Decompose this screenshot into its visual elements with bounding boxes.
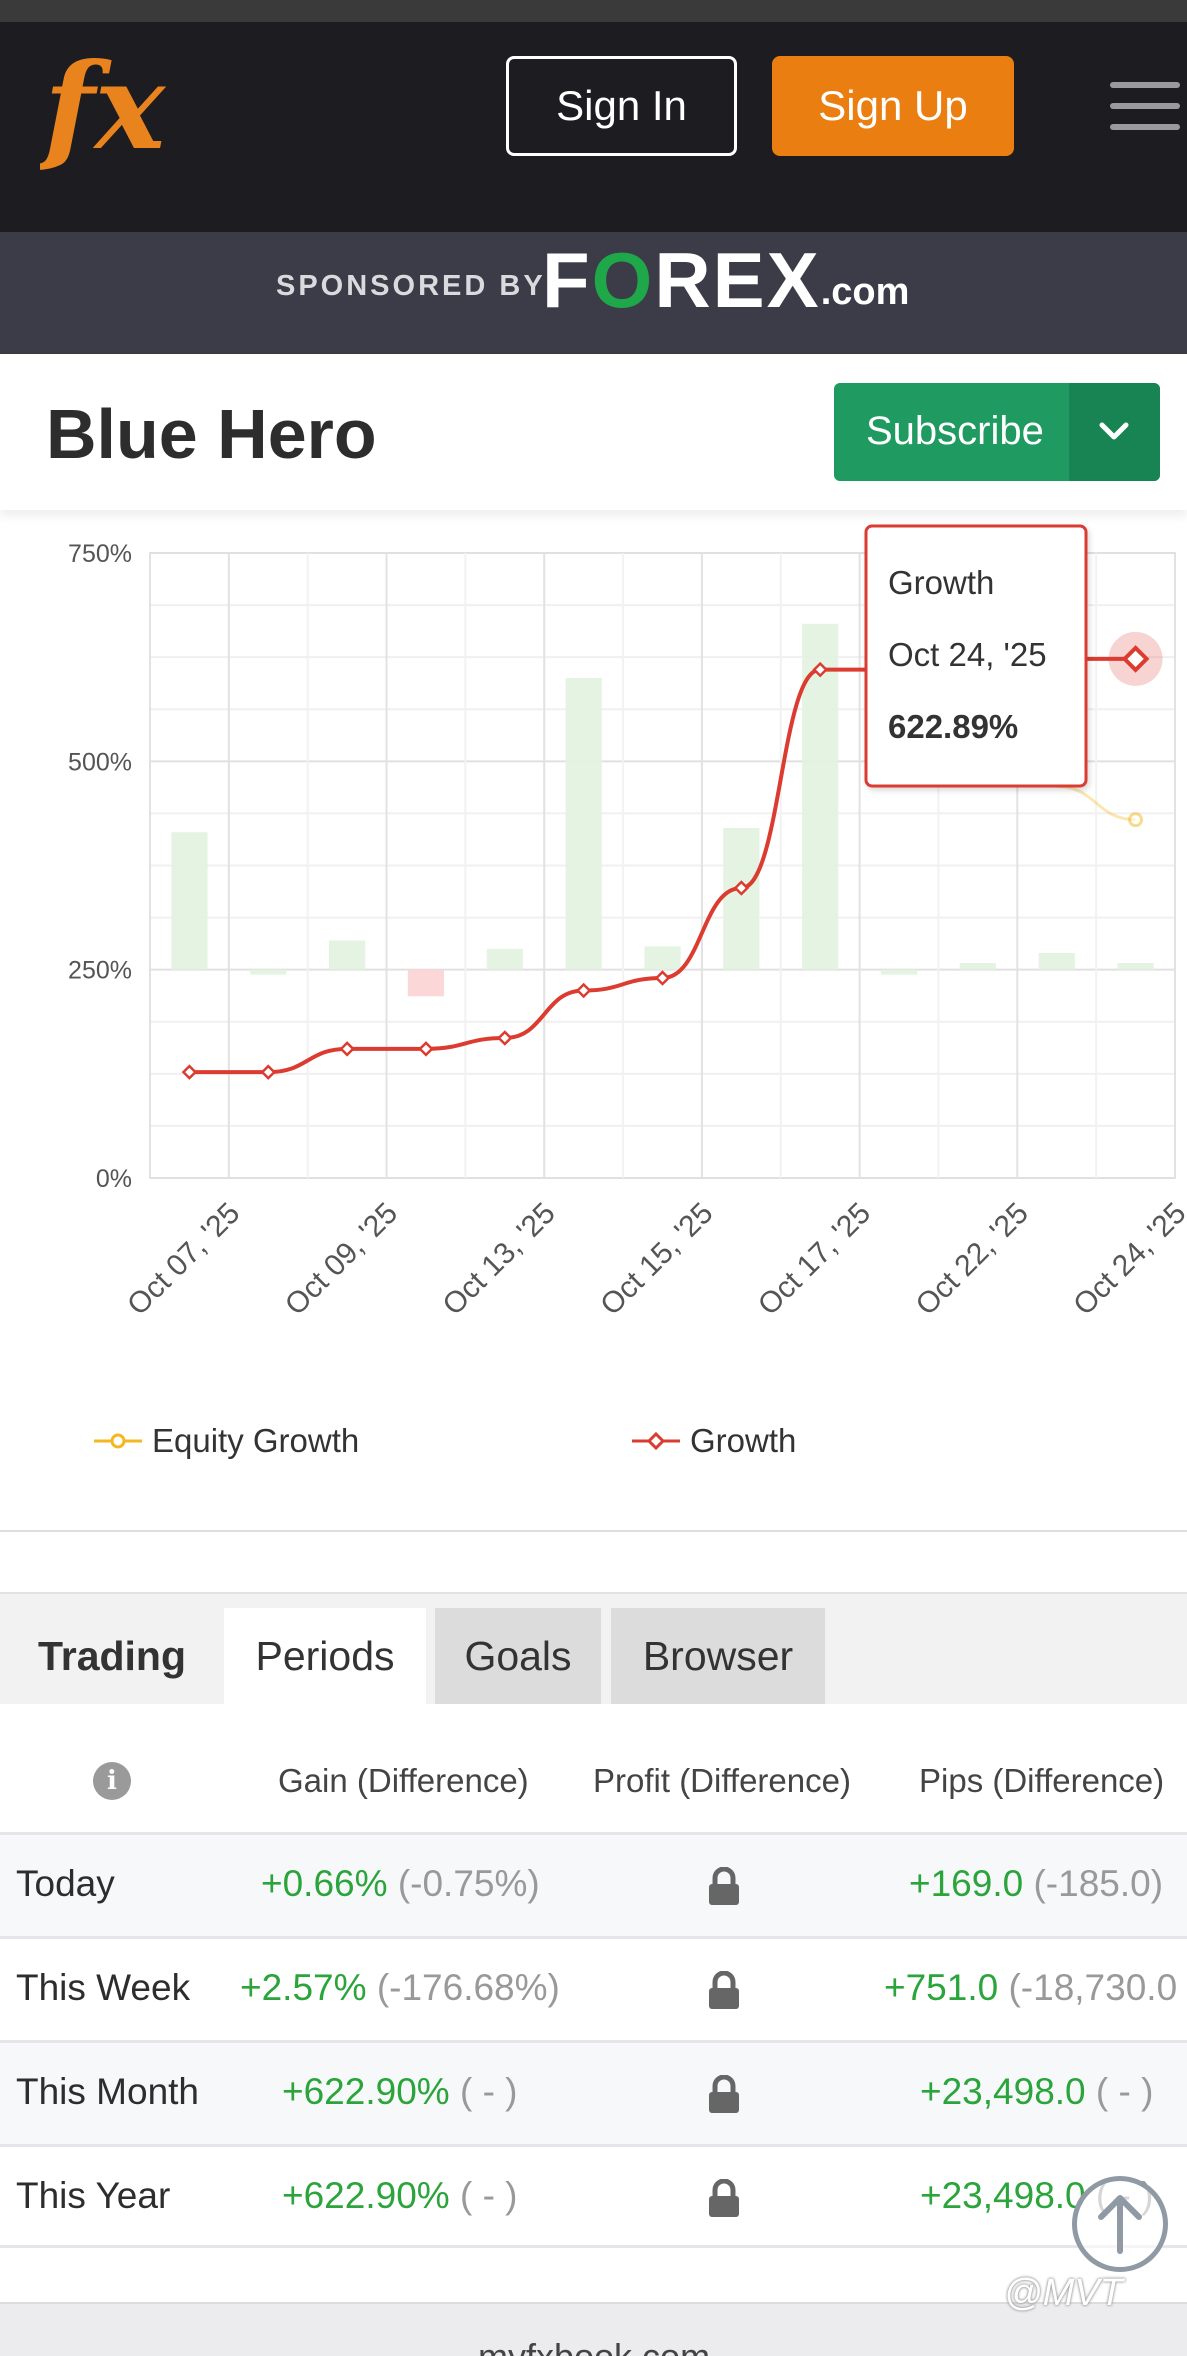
section-divider	[0, 1530, 1187, 1532]
tab-trading[interactable]: Trading	[37, 1632, 187, 1679]
subscribe-button[interactable]: Subscribe	[834, 383, 1160, 481]
row-label: This Week	[16, 1967, 191, 2008]
chart-bar	[802, 623, 839, 970]
row-label: Today	[16, 1863, 115, 1904]
watermark: @MVT	[1004, 2272, 1123, 2314]
chart-bar	[1117, 963, 1154, 970]
legend-equity-marker-icon	[94, 1433, 142, 1449]
header-profit: Profit (Difference)	[593, 1762, 851, 1799]
tooltip-title: Growth	[888, 564, 994, 601]
x-tick-label: Oct 09, '25	[279, 1197, 404, 1322]
tab-periods[interactable]: Periods	[224, 1608, 426, 1704]
sign-up-button[interactable]: Sign Up	[772, 56, 1014, 156]
lock-icon	[709, 1867, 739, 1905]
growth-point	[654, 970, 671, 986]
growth-point	[260, 1064, 277, 1080]
header-pips: Pips (Difference)	[919, 1762, 1165, 1799]
sponsored-by-label: SPONSORED BY	[276, 270, 546, 302]
growth-point	[733, 880, 750, 896]
y-tick-label: 750%	[68, 540, 132, 568]
growth-chart[interactable]: 750% 500% 250% 0% Oct 07, '25 Oct 09, '25 Oct…	[0, 520, 1187, 1340]
equity-growth-point	[1128, 812, 1144, 828]
pips-cell: +169.0 (-185.0)	[909, 1863, 1164, 1904]
chart-bar	[565, 678, 602, 970]
x-tick-label: Oct 17, '25	[752, 1197, 877, 1322]
chart-bar	[644, 946, 681, 970]
chart-bar	[328, 940, 366, 970]
footer-site-link[interactable]: myfxbook.com	[478, 2336, 710, 2356]
svg-text:fx: fx	[40, 37, 167, 176]
x-tick-label: Oct 13, '25	[437, 1197, 562, 1322]
growth-point	[575, 982, 592, 999]
arrow-up-icon	[1098, 2195, 1142, 2254]
growth-point	[418, 1041, 434, 1057]
x-tick-label: Oct 22, '25	[910, 1197, 1035, 1322]
footer-bar	[0, 2302, 1187, 2356]
lock-icon	[709, 2075, 739, 2113]
tooltip-value: 622.89%	[888, 708, 1018, 745]
scroll-to-top-button[interactable]	[1072, 2176, 1168, 2272]
y-tick-label: 0%	[96, 1165, 132, 1193]
pips-cell: +751.0 (-18,730.0	[884, 1967, 1178, 2008]
x-tick-label: Oct 24, '25	[1067, 1197, 1187, 1322]
chart-bar	[250, 969, 287, 975]
chart-bar	[880, 969, 918, 975]
y-tick-label: 500%	[68, 748, 132, 776]
pips-cell: +23,498.0 ( - )	[920, 2071, 1154, 2112]
chart-bar	[1038, 953, 1075, 970]
tooltip-date: Oct 24, '25	[888, 636, 1047, 673]
info-icon[interactable]: i	[93, 1762, 131, 1800]
sponsor-banner[interactable]	[0, 232, 1187, 354]
gain-cell: +622.90% ( - )	[282, 2175, 518, 2216]
status-bar	[0, 0, 1187, 22]
row-label: This Month	[16, 2071, 200, 2112]
row-label: This Year	[16, 2175, 171, 2216]
forex-logo[interactable]: F O REX .com	[542, 236, 910, 324]
chart-bar	[959, 963, 997, 970]
chevron-down-icon	[1099, 422, 1129, 440]
chart-bar	[171, 832, 208, 970]
header-gain: Gain (Difference)	[278, 1762, 529, 1799]
table-row: This Month +622.90% ( - ) +23,498.0 ( - …	[0, 2040, 1187, 2144]
chart-bar	[407, 969, 445, 997]
legend-growth[interactable]: Growth	[632, 1422, 796, 1460]
gain-cell: +622.90% ( - )	[282, 2071, 518, 2112]
x-tick-label: Oct 07, '25	[121, 1197, 246, 1322]
chart-bar	[723, 828, 760, 970]
x-tick-label: Oct 15, '25	[594, 1197, 719, 1322]
tooltip-box	[864, 524, 1088, 788]
gain-cell: +0.66% (-0.75%)	[261, 1863, 540, 1904]
table-row: This Week +2.57% (-176.68%) +751.0 (-18,…	[0, 1936, 1187, 2040]
tab-goals[interactable]: Goals	[435, 1608, 601, 1704]
growth-point	[812, 661, 828, 678]
gain-cell: +2.57% (-176.68%)	[240, 1967, 560, 2008]
growth-point	[339, 1041, 355, 1057]
growth-point	[497, 1030, 513, 1046]
growth-point	[181, 1064, 198, 1080]
table-row: This Year +622.90% ( - ) +23,498.0 ( - )	[0, 2144, 1187, 2248]
subscribe-dropdown-toggle[interactable]	[1069, 383, 1160, 481]
table-row: Today +0.66% (-0.75%) +169.0 (-185.0)	[0, 1832, 1187, 1936]
lock-icon	[709, 1971, 739, 2009]
fx-logo[interactable]: fx	[40, 30, 190, 180]
chart-bar	[486, 948, 523, 970]
sign-in-button[interactable]: Sign In	[506, 56, 737, 156]
lock-icon	[709, 2179, 739, 2217]
legend-equity-growth[interactable]: Equity Growth	[94, 1422, 359, 1460]
legend-growth-marker-icon	[632, 1431, 680, 1451]
y-tick-label: 250%	[68, 957, 132, 985]
page-title: Blue Hero	[46, 395, 377, 473]
tab-browser[interactable]: Browser	[611, 1608, 825, 1704]
growth-hover-point	[1121, 645, 1150, 673]
hamburger-menu-icon[interactable]	[1110, 82, 1180, 130]
